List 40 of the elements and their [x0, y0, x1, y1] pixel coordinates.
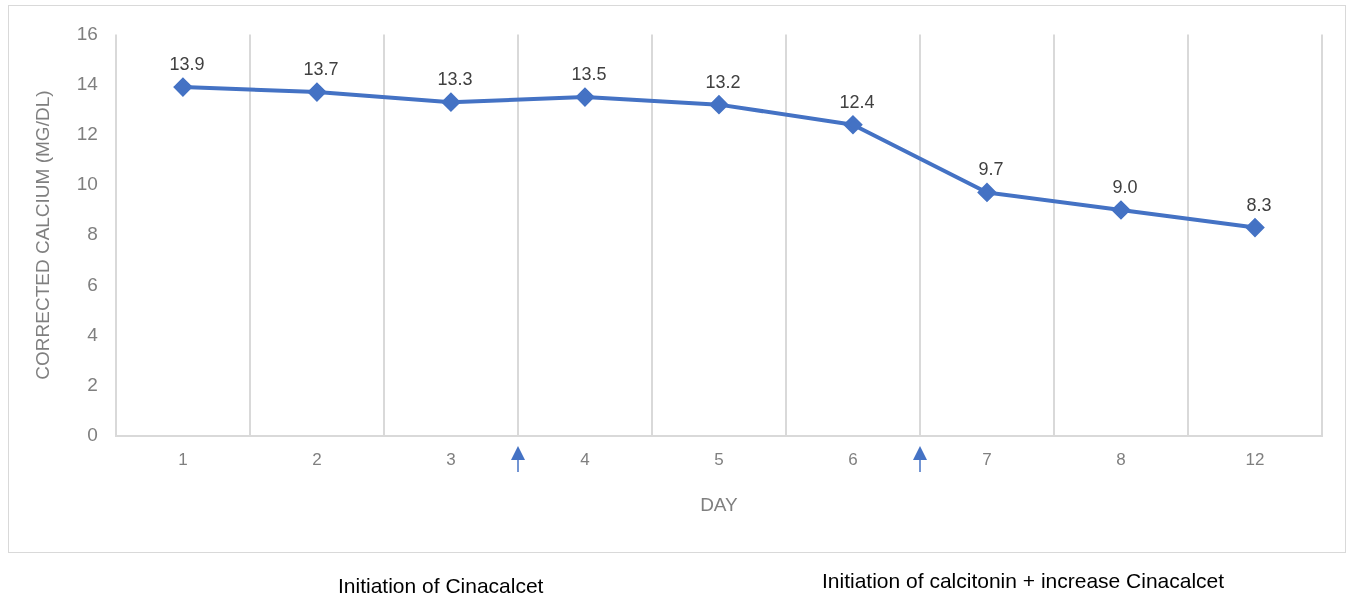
- y-tick-label: 16: [76, 22, 98, 44]
- text: Initiation of calcitonin + increase Cinacalcet: [822, 569, 1225, 593]
- point: [441, 93, 460, 112]
- y-tick-label: 4: [87, 323, 99, 345]
- text: Initiation of Cinacalcet: [338, 574, 544, 598]
- point: [173, 78, 192, 97]
- x-axis-title: DAY: [700, 493, 739, 515]
- x-tick-label: 12: [1245, 449, 1265, 469]
- point: [1111, 201, 1130, 220]
- x-tick-label: 2: [312, 449, 322, 469]
- point: [709, 95, 728, 114]
- x-tick-label: 5: [714, 449, 724, 469]
- point: [1246, 218, 1264, 237]
- data-label: 8.3: [1246, 194, 1272, 215]
- data-label: 13.9: [169, 54, 205, 75]
- data-label: 13.3: [437, 69, 473, 90]
- point: [575, 88, 594, 107]
- data-label: 9.7: [978, 159, 1004, 180]
- data-label: 12.4: [839, 91, 875, 112]
- y-tick-label: 0: [87, 424, 98, 446]
- x-tick-label: 4: [580, 449, 590, 469]
- data-label: 13.5: [571, 64, 607, 85]
- x-tick-label: 7: [982, 449, 992, 469]
- point: [977, 183, 996, 202]
- y-axis-title: CORRECTED CALCIUM (MG/DL): [31, 90, 53, 380]
- y-tick-label: 6: [87, 273, 98, 295]
- y-tick-label: 2: [87, 373, 98, 395]
- x-tick-label: 1: [178, 449, 188, 469]
- y-tick-label: 8: [87, 223, 98, 245]
- x-tick-label: 8: [1116, 449, 1126, 469]
- y-tick-label: 14: [76, 72, 99, 94]
- y-tick-label: 12: [76, 122, 98, 144]
- y-tick-label: 10: [76, 173, 98, 195]
- point: [843, 115, 862, 134]
- x-tick-label: 3: [446, 449, 456, 469]
- point: [307, 83, 326, 102]
- data-label: 13.2: [705, 71, 741, 92]
- data-label: 9.0: [1112, 176, 1138, 197]
- data-label: 13.7: [303, 59, 339, 80]
- x-tick-label: 6: [848, 449, 858, 469]
